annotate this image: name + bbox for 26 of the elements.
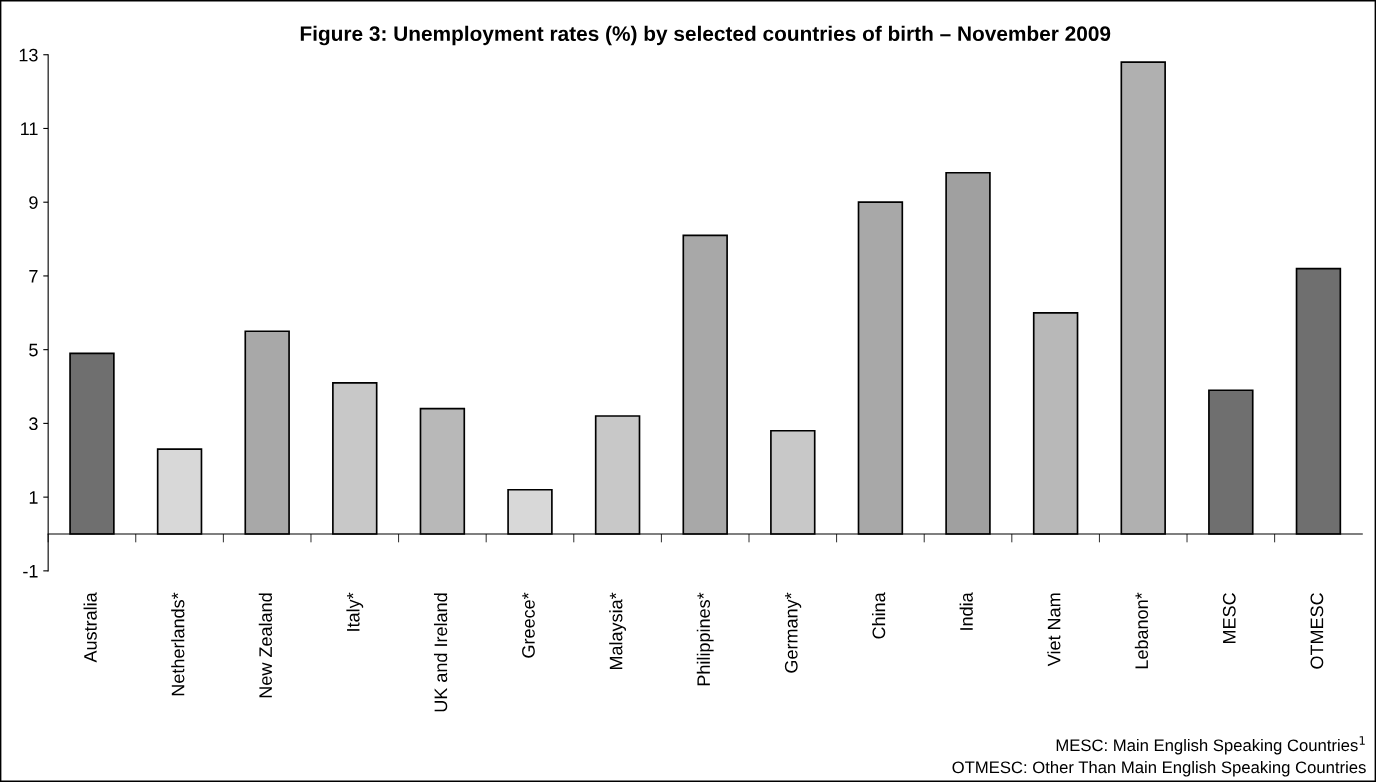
x-tick-label: Viet Nam [1047,593,1061,667]
x-tick-label: UK and Ireland [433,593,448,712]
y-tick-label: 3 [29,417,38,431]
y-tick-label: -1 [23,564,38,578]
x-tick-label: Lebanon* [1134,592,1149,669]
text: MESC: Main English Speaking Countries$^{1}$ [1056,736,1365,755]
x-tick-label: OTMESC [1310,593,1324,669]
x-tick-label: India [959,592,973,630]
x-tick-label: Australia [83,592,97,663]
text: OTMESC: Other Than Main English Speaking Countries [952,760,1366,777]
x-tick-label: Greece* [522,592,535,658]
y-tick-label: 9 [29,196,38,209]
x-tick-label: MESC [1222,593,1236,644]
y-tick-label: 11 [21,122,38,136]
y-tick-label: 13 [19,48,38,62]
x-tick-label: Philippines* [696,592,714,686]
y-tick-label: 5 [29,343,38,357]
x-tick-label: Netherlands* [171,592,185,696]
x-tick-label: Malaysia* [609,592,627,670]
x-tick-label: Italy* [346,592,364,631]
y-tick-label: 7 [29,270,38,283]
x-tick-label: China [872,592,886,639]
chart-title: Figure 3: Unemployment rates (%) by selected countries of birth – November 2009 [300,25,1111,46]
y-tick-label: 1 [29,491,38,504]
x-tick-label: New Zealand [258,593,273,698]
x-tick-label: Germany* [784,592,802,673]
